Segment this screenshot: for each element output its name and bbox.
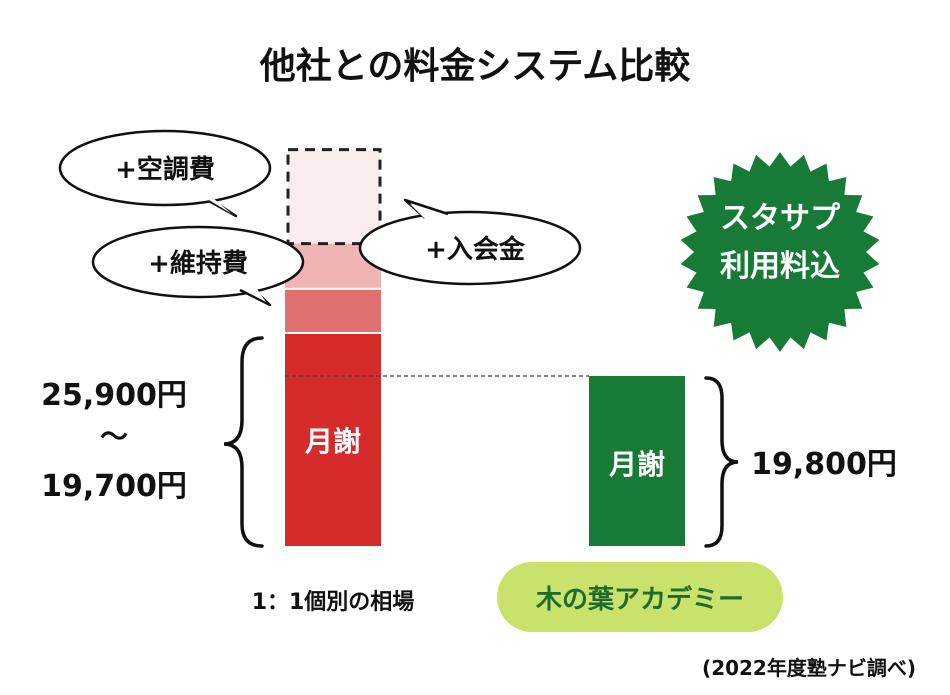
bubble-aircon-text: +空調費 <box>115 154 215 185</box>
bubble-enrollment: +入会金 <box>358 198 582 286</box>
bar-label-konoha: 月謝 <box>608 448 665 481</box>
left-brace <box>223 336 264 548</box>
bubble-maintenance-text: +維持費 <box>148 248 248 279</box>
bar-competitor-monthly-fee <box>285 334 381 546</box>
bubble-enrollment-text: +入会金 <box>425 234 526 265</box>
right-brace <box>704 376 739 548</box>
source-note: (2022年度塾ナビ調べ) <box>702 656 916 680</box>
bar-competitor-maintenance-fee <box>285 289 381 332</box>
category-label-competitor: 1：1個別の相場 <box>252 590 415 615</box>
competitor-range-low: 19,700円 <box>41 469 187 504</box>
chart-title: 他社との料金システム比較 <box>259 45 692 87</box>
competitor-range-tilde: ～ <box>100 420 128 453</box>
bubble-maintenance: +維持費 <box>91 225 305 307</box>
konoha-price: 19,800円 <box>751 447 897 482</box>
bar-konoha-monthly-fee <box>589 376 685 546</box>
badge-stasapu: スタサプ 利用料込 <box>680 152 880 352</box>
bar-label-competitor: 月謝 <box>304 425 361 458</box>
badge-line1: スタサプ <box>720 201 841 236</box>
bubble-aircon: +空調費 <box>58 129 272 218</box>
badge-line2: 利用料込 <box>720 249 840 284</box>
competitor-range-high: 25,900円 <box>41 378 187 413</box>
bar-competitor-aircon-fee <box>286 148 382 246</box>
badge-starburst-shape <box>680 152 880 352</box>
category-label-konoha: 木の葉アカデミー <box>497 562 783 632</box>
